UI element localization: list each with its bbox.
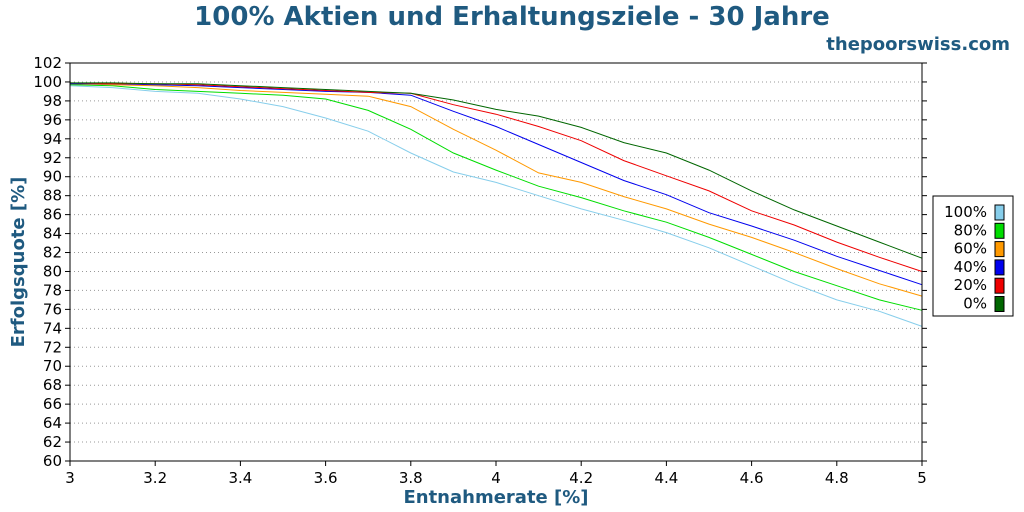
grid-lines [70,62,922,462]
x-tick-label: 3.8 [399,469,423,487]
x-tick-label: 3 [65,469,75,487]
brand-watermark: thepoorswiss.com [826,34,1010,55]
legend-label: 80% [954,221,987,239]
x-tick-label: 4.8 [825,469,849,487]
x-tick-label: 4.6 [740,469,764,487]
y-tick-label: 64 [43,414,62,432]
x-tick-label: 5 [917,469,927,487]
legend-label: 0% [963,295,987,313]
y-axis-label: Erfolgsquote [%] [8,177,29,348]
x-tick-label: 3.4 [228,469,252,487]
legend-swatch [994,259,1005,276]
legend-label: 60% [954,240,987,258]
series-line-1 [69,84,923,311]
series-lines [69,82,923,327]
x-tick-label: 3.6 [314,469,338,487]
plot-frame [69,62,923,462]
y-tick-label: 70 [43,357,62,375]
series-line-3 [70,83,923,286]
y-tick-label: 60 [43,452,62,470]
chart-title: 100% Aktien und Erhaltungsziele - 30 Jah… [194,2,830,32]
series-line-4 [69,82,923,272]
legend-swatch [994,204,1005,221]
x-axis-label: Entnahmerate [%] [403,487,588,508]
y-tick-label: 90 [43,168,62,186]
y-tick-label: 80 [43,262,62,280]
y-tick-label: 84 [43,225,62,243]
y-tick-label: 72 [43,338,62,356]
legend-label: 20% [954,276,987,294]
y-tick-label: 98 [43,92,62,110]
legend-label: 40% [954,258,987,276]
series-line-0 [69,85,923,327]
legend-swatch [994,241,1005,258]
y-tick-label: 62 [43,433,62,451]
y-tick-label: 86 [43,206,62,224]
y-tick-label: 100 [33,73,62,91]
y-tick-label: 78 [43,281,62,299]
x-tick-label: 4.4 [654,469,678,487]
legend-swatch [994,222,1005,239]
y-tick-label: 88 [43,187,62,205]
x-tick-label: 4 [491,469,501,487]
y-tick-label: 92 [43,149,62,167]
y-tick-label: 102 [33,54,62,72]
legend: 100%80%60%40%20%0% [932,195,1014,317]
series-line-2 [69,83,923,297]
y-tick-label: 68 [43,376,62,394]
legend-label: 100% [944,203,987,221]
y-tick-label: 76 [43,300,62,318]
legend-swatch [994,296,1005,312]
x-axis-ticks: 3 3.2 3.4 3.6 3.8 4 4.2 4.4 4.6 4.8 5 [65,461,927,487]
y-tick-label: 94 [43,130,62,148]
x-tick-label: 3.2 [143,469,167,487]
y-tick-label: 96 [43,111,62,129]
y-tick-label: 74 [43,319,62,337]
legend-swatch [994,277,1005,294]
y-axis-ticks: 6062646668707274767880828486889092949698… [33,54,927,470]
x-tick-label: 4.2 [569,469,593,487]
y-tick-label: 82 [43,244,62,262]
series-line-5 [70,82,923,259]
y-tick-label: 66 [43,395,62,413]
